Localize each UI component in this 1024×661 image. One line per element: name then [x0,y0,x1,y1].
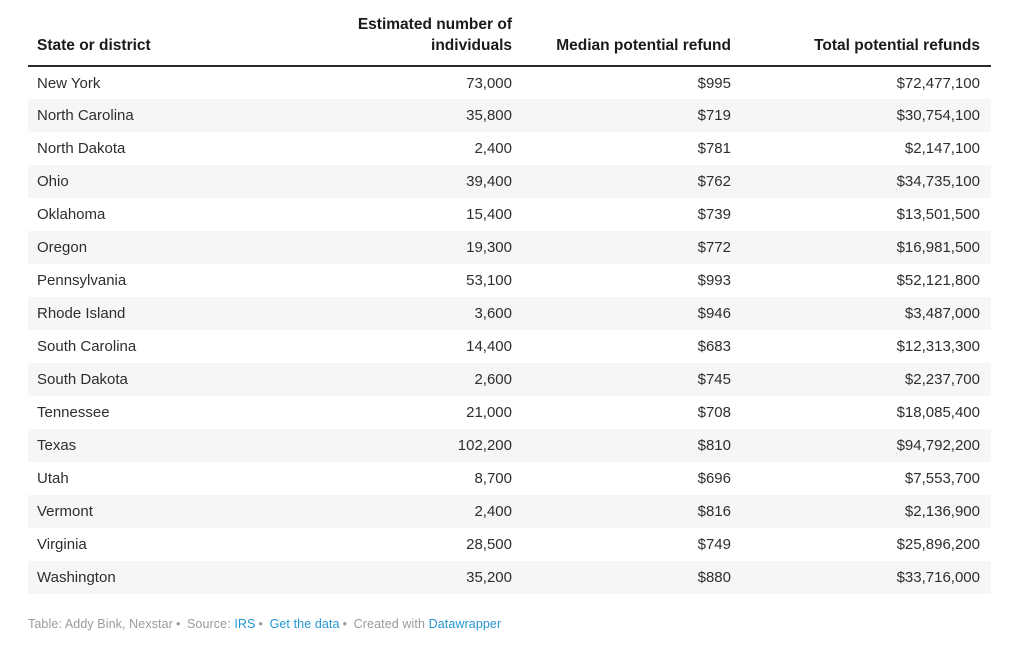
cell-total-refunds: $13,501,500 [896,206,980,223]
cell-state: North Carolina [37,107,134,124]
cell-individuals: 53,100 [466,272,512,289]
cell-median-refund: $683 [697,338,731,355]
cell-median-refund: $762 [697,173,731,190]
table-row: Rhode Island 3,600 $946 $3,487,000 [28,297,991,330]
data-table: State or district Estimated number of in… [28,0,991,631]
col-header-individuals: Estimated number of individuals [312,0,512,67]
cell-total-refunds: $18,085,400 [896,404,980,421]
table-row: Utah 8,700 $696 $7,553,700 [28,462,991,495]
header-row: State or district Estimated number of in… [28,0,991,67]
table-row: Ohio 39,400 $762 $34,735,100 [28,165,991,198]
cell-individuals: 102,200 [457,437,512,454]
table-row: South Carolina 14,400 $683 $12,313,300 [28,330,991,363]
cell-individuals: 28,500 [466,536,512,553]
cell-state: Tennessee [37,404,110,421]
get-data-link[interactable]: Get the data [269,617,340,631]
cell-total-refunds: $2,136,900 [904,503,980,520]
cell-state: Vermont [37,503,93,520]
table-row: Pennsylvania 53,100 $993 $52,121,800 [28,264,991,297]
cell-individuals: 8,700 [474,470,512,487]
col-header-median: Median potential refund [512,0,731,67]
table-row: South Dakota 2,600 $745 $2,237,700 [28,363,991,396]
cell-individuals: 14,400 [466,338,512,355]
source-label: Source: [187,617,231,631]
table-row: North Dakota 2,400 $781 $2,147,100 [28,132,991,165]
cell-state: Pennsylvania [37,272,127,289]
cell-median-refund: $880 [697,569,731,586]
cell-median-refund: $993 [697,272,731,289]
cell-median-refund: $781 [697,140,731,157]
cell-state: South Dakota [37,371,128,388]
cell-total-refunds: $7,553,700 [904,470,980,487]
cell-state: Texas [37,437,77,454]
cell-total-refunds: $3,487,000 [904,305,980,322]
table-row: Vermont 2,400 $816 $2,136,900 [28,495,991,528]
cell-individuals: 2,400 [474,140,512,157]
table-credit: Table: Addy Bink, Nexstar [28,617,173,631]
cell-individuals: 2,600 [474,371,512,388]
table-row: Washington 35,200 $880 $33,716,000 [28,561,991,594]
cell-total-refunds: $16,981,500 [896,239,980,256]
cell-total-refunds: $25,896,200 [896,536,980,553]
cell-state: North Dakota [37,140,126,157]
cell-median-refund: $708 [697,404,731,421]
cell-individuals: 39,400 [466,173,512,190]
cell-median-refund: $772 [697,239,731,256]
cell-state: Oregon [37,239,88,256]
source-link[interactable]: IRS [234,617,256,631]
cell-total-refunds: $34,735,100 [896,173,980,190]
cell-total-refunds: $94,792,200 [896,437,980,454]
cell-median-refund: $946 [697,305,731,322]
datawrapper-link[interactable]: Datawrapper [428,617,502,631]
cell-median-refund: $739 [697,206,731,223]
cell-total-refunds: $12,313,300 [896,338,980,355]
cell-state: Rhode Island [37,305,126,322]
table-row: Oregon 19,300 $772 $16,981,500 [28,231,991,264]
cell-state: Ohio [37,173,69,190]
cell-total-refunds: $2,147,100 [904,140,980,157]
table-body: New York 73,000 $995 $72,477,100 North Carol… [28,66,991,594]
cell-state: Virginia [37,536,87,553]
cell-individuals: 35,200 [466,569,512,586]
table-row: New York 73,000 $995 $72,477,100 [28,66,991,99]
col-header-state: State or district [28,0,312,67]
cell-individuals: 15,400 [466,206,512,223]
cell-median-refund: $816 [697,503,731,520]
table-row: Texas 102,200 $810 $94,792,200 [28,429,991,462]
cell-individuals: 73,000 [466,74,512,92]
cell-median-refund: $995 [697,74,731,92]
cell-state: Utah [37,470,69,487]
refunds-table: State or district Estimated number of in… [28,0,991,594]
col-header-total: Total potential refunds [731,0,991,67]
cell-total-refunds: $30,754,100 [896,107,980,124]
cell-state: Washington [37,569,116,586]
cell-median-refund: $696 [697,470,731,487]
cell-median-refund: $719 [697,107,731,124]
cell-state: South Carolina [37,338,137,355]
cell-median-refund: $810 [697,437,731,454]
separator: • [342,617,348,631]
cell-individuals: 21,000 [466,404,512,421]
cell-total-refunds: $52,121,800 [896,272,980,289]
attribution-footer: Table: Addy Bink, Nexstar • Source: IRS • … [28,617,991,631]
cell-individuals: 2,400 [474,503,512,520]
cell-total-refunds: $2,237,700 [904,371,980,388]
cell-individuals: 19,300 [466,239,512,256]
cell-state: New York [37,74,101,92]
cell-individuals: 3,600 [474,305,512,322]
cell-median-refund: $749 [697,536,731,553]
table-row: Virginia 28,500 $749 $25,896,200 [28,528,991,561]
cell-median-refund: $745 [697,371,731,388]
cell-total-refunds: $72,477,100 [896,74,980,92]
cell-total-refunds: $33,716,000 [896,569,980,586]
created-with-label: Created with [353,617,425,631]
separator: • [258,617,263,631]
table-row: Tennessee 21,000 $708 $18,085,400 [28,396,991,429]
separator: • [175,617,181,631]
table-row: North Carolina 35,800 $719 $30,754,100 [28,99,991,132]
table-row: Oklahoma 15,400 $739 $13,501,500 [28,198,991,231]
cell-individuals: 35,800 [466,107,512,124]
cell-state: Oklahoma [37,206,106,223]
